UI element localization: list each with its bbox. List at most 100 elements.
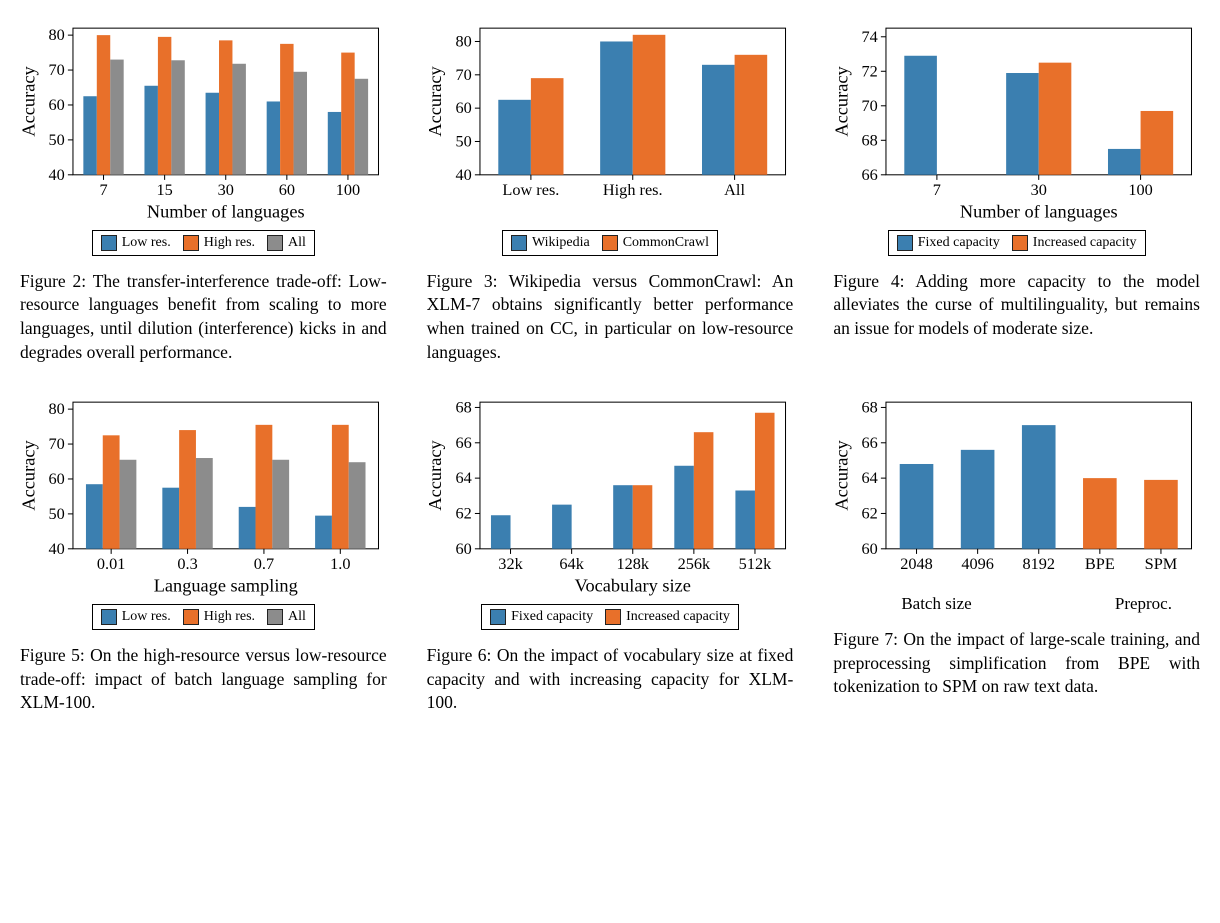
svg-text:60: 60 [862, 539, 878, 558]
svg-text:74: 74 [862, 27, 878, 46]
legend-item: Increased capacity [605, 609, 730, 625]
legend-label: CommonCrawl [623, 235, 709, 251]
legend-swatch-icon [267, 235, 283, 251]
svg-text:40: 40 [49, 539, 65, 558]
svg-text:70: 70 [862, 96, 878, 115]
svg-text:80: 80 [49, 25, 65, 44]
figure-4-legend: Fixed capacity Increased capacity [888, 230, 1146, 256]
svg-text:50: 50 [49, 130, 65, 149]
svg-text:68: 68 [862, 398, 878, 417]
svg-text:60: 60 [49, 469, 65, 488]
legend-item: All [267, 609, 306, 625]
svg-text:7: 7 [933, 180, 941, 199]
svg-text:30: 30 [1031, 180, 1047, 199]
legend-swatch-icon [183, 609, 199, 625]
legend-item: Low res. [101, 609, 171, 625]
legend-label: All [288, 235, 306, 251]
svg-text:64: 64 [862, 468, 878, 487]
legend-label: Fixed capacity [511, 609, 593, 625]
legend-swatch-icon [1012, 235, 1028, 251]
svg-text:70: 70 [49, 60, 65, 79]
svg-text:64: 64 [455, 468, 471, 487]
svg-text:72: 72 [862, 61, 878, 80]
svg-text:100: 100 [1129, 180, 1153, 199]
svg-text:68: 68 [862, 130, 878, 149]
svg-text:All: All [724, 180, 745, 199]
svg-text:8192: 8192 [1023, 554, 1056, 573]
legend-label: Increased capacity [626, 609, 730, 625]
figure-6-cell: 6062646668Accuracy32k64k128k256k512kVoca… [427, 394, 794, 715]
legend-swatch-icon [602, 235, 618, 251]
figure-7-xlabels: Batch size Preproc. [833, 594, 1200, 614]
svg-text:0.01: 0.01 [97, 554, 126, 573]
figure-7-cell: 6062646668Accuracy204840968192BPESPM Bat… [833, 394, 1200, 715]
figure-4-chart: 6668707274Accuracy730100Number of langua… [833, 20, 1200, 224]
figure-2-cell: 4050607080Accuracy7153060100Number of la… [20, 20, 387, 364]
svg-text:32k: 32k [498, 554, 523, 573]
svg-text:66: 66 [862, 433, 878, 452]
svg-text:40: 40 [455, 165, 471, 184]
svg-text:64k: 64k [559, 554, 584, 573]
svg-text:Number of languages: Number of languages [147, 202, 305, 222]
svg-text:7: 7 [99, 180, 107, 199]
svg-text:Accuracy: Accuracy [427, 440, 445, 511]
svg-text:0.7: 0.7 [254, 554, 274, 573]
figure-3-legend: Wikipedia CommonCrawl [502, 230, 718, 256]
legend-label: All [288, 609, 306, 625]
legend-label: Wikipedia [532, 235, 590, 251]
figure-4-caption: Figure 4: Adding more capacity to the mo… [833, 270, 1200, 341]
figure-2-legend: Low res. High res. All [92, 230, 315, 256]
svg-text:80: 80 [49, 399, 65, 418]
svg-text:128k: 128k [616, 554, 649, 573]
figure-2-chart: 4050607080Accuracy7153060100Number of la… [20, 20, 387, 224]
svg-text:66: 66 [862, 165, 878, 184]
figure-7-chart: 6062646668Accuracy204840968192BPESPM [833, 394, 1200, 598]
legend-label: Increased capacity [1033, 235, 1137, 251]
legend-item: CommonCrawl [602, 235, 709, 251]
svg-text:62: 62 [455, 504, 471, 523]
svg-text:Language sampling: Language sampling [154, 576, 298, 596]
svg-text:2048: 2048 [901, 554, 934, 573]
figure-2-caption: Figure 2: The transfer-interference trad… [20, 270, 387, 365]
svg-text:80: 80 [455, 32, 471, 51]
svg-text:40: 40 [49, 165, 65, 184]
legend-swatch-icon [183, 235, 199, 251]
figure-7-xlabel-left: Batch size [901, 594, 971, 614]
svg-text:SPM: SPM [1145, 554, 1178, 573]
svg-text:Low res.: Low res. [502, 180, 559, 199]
figure-3-caption: Figure 3: Wikipedia versus CommonCrawl: … [427, 270, 794, 365]
legend-swatch-icon [490, 609, 506, 625]
figure-5-cell: 4050607080Accuracy0.010.30.71.0Language … [20, 394, 387, 715]
legend-label: Low res. [122, 609, 171, 625]
svg-text:Accuracy: Accuracy [20, 66, 38, 137]
figure-7-xlabel-right: Preproc. [1115, 594, 1172, 614]
svg-text:1.0: 1.0 [330, 554, 350, 573]
legend-label: High res. [204, 235, 255, 251]
legend-label: Fixed capacity [918, 235, 1000, 251]
svg-text:Accuracy: Accuracy [20, 440, 38, 511]
legend-item: High res. [183, 609, 255, 625]
figure-5-caption: Figure 5: On the high-resource versus lo… [20, 644, 387, 715]
svg-text:Number of languages: Number of languages [960, 202, 1118, 222]
figure-6-legend: Fixed capacity Increased capacity [481, 604, 739, 630]
svg-text:62: 62 [862, 504, 878, 523]
svg-text:30: 30 [218, 180, 234, 199]
figure-3-cell: 4050607080AccuracyLow res.High res.All W… [427, 20, 794, 364]
svg-text:4096: 4096 [962, 554, 995, 573]
figure-7-caption: Figure 7: On the impact of large-scale t… [833, 628, 1200, 699]
svg-text:100: 100 [336, 180, 360, 199]
svg-text:Accuracy: Accuracy [427, 66, 445, 137]
svg-text:68: 68 [455, 398, 471, 417]
svg-text:60: 60 [49, 95, 65, 114]
legend-label: High res. [204, 609, 255, 625]
figure-6-caption: Figure 6: On the impact of vocabulary si… [427, 644, 794, 715]
svg-text:60: 60 [455, 539, 471, 558]
legend-swatch-icon [101, 235, 117, 251]
svg-text:15: 15 [156, 180, 172, 199]
svg-text:High res.: High res. [603, 180, 663, 199]
legend-swatch-icon [605, 609, 621, 625]
legend-item: Fixed capacity [897, 235, 1000, 251]
figure-5-chart: 4050607080Accuracy0.010.30.71.0Language … [20, 394, 387, 598]
legend-item: Wikipedia [511, 235, 590, 251]
svg-text:60: 60 [455, 98, 471, 117]
